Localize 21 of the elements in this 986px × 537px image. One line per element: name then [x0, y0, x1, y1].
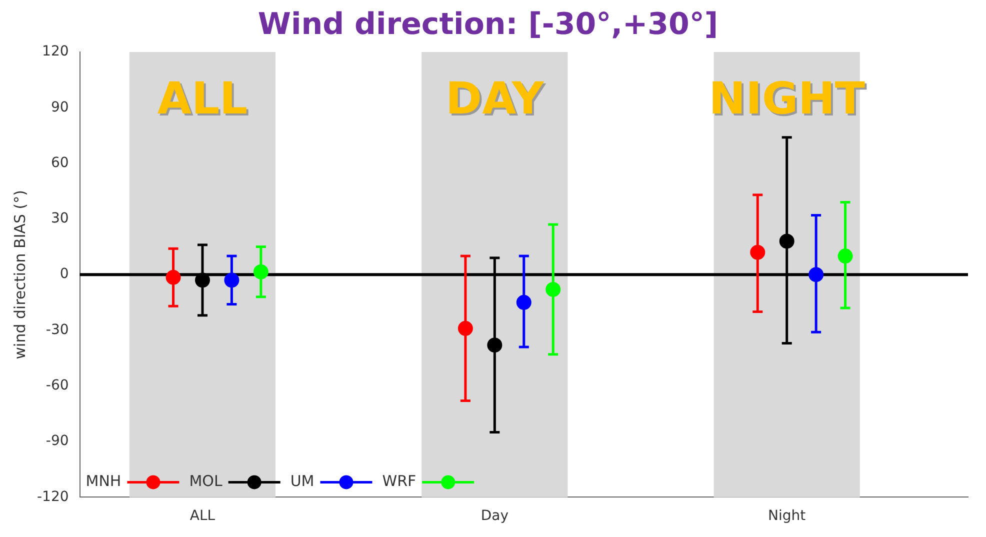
y-tick-label: -120: [36, 488, 69, 505]
legend-label: UM: [290, 472, 314, 490]
y-tick-label: 60: [50, 154, 69, 171]
annotation: ALL: [159, 75, 250, 126]
y-tick-label: -90: [46, 433, 69, 450]
annotation: NIGHT: [710, 75, 867, 126]
y-tick-label: 90: [50, 99, 69, 116]
y-tick-label: 0: [60, 266, 69, 282]
y-tick-label: 120: [42, 44, 69, 60]
y-tick-label: -60: [46, 378, 69, 394]
y-axis-title: wind direction BIAS (°): [10, 190, 29, 360]
annotation: DAY: [448, 75, 547, 126]
x-tick-label: Night: [768, 508, 806, 524]
legend-label: MOL: [189, 472, 223, 490]
y-tick-label: -30: [46, 322, 69, 338]
legend-label: MNH: [86, 472, 122, 490]
chart-title: Wind direction: [-30°,+30°]: [258, 6, 718, 42]
x-tick-label: Day: [480, 508, 508, 524]
y-tick-label: 30: [50, 210, 69, 227]
legend-label: WRF: [382, 472, 416, 490]
x-tick-label: ALL: [190, 508, 216, 524]
